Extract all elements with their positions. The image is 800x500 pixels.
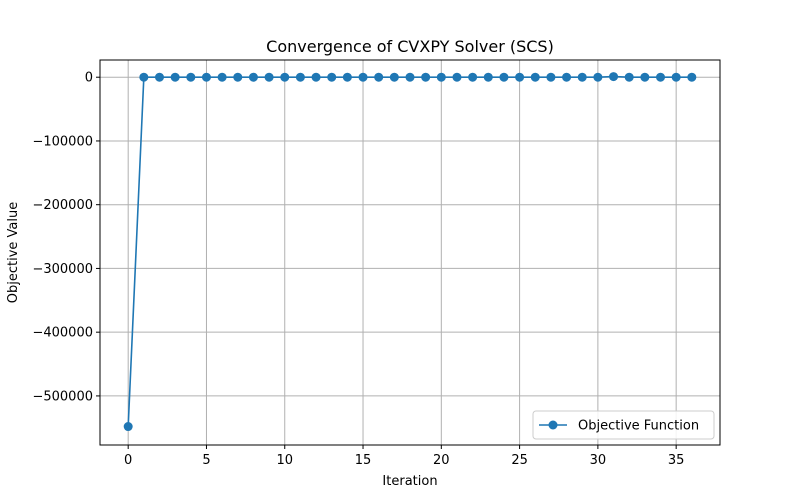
data-point xyxy=(452,72,462,82)
data-point xyxy=(123,422,133,432)
data-point xyxy=(233,72,243,82)
x-tick-label: 10 xyxy=(276,453,293,468)
data-point xyxy=(656,72,666,82)
data-point xyxy=(311,72,321,82)
data-point xyxy=(295,72,305,82)
data-point xyxy=(358,72,368,82)
chart-title: Convergence of CVXPY Solver (SCS) xyxy=(266,37,554,56)
data-point xyxy=(217,72,227,82)
data-point xyxy=(593,72,603,82)
y-tick-label: −100000 xyxy=(32,134,93,149)
x-tick-label: 0 xyxy=(124,453,132,468)
data-point xyxy=(468,72,478,82)
data-point xyxy=(170,72,180,82)
grid-lines xyxy=(100,60,720,445)
x-tick-label: 15 xyxy=(355,453,372,468)
data-point xyxy=(499,72,509,82)
data-point xyxy=(436,72,446,82)
legend-box xyxy=(532,410,715,440)
data-point xyxy=(201,72,211,82)
data-point xyxy=(624,72,634,82)
data-point xyxy=(421,72,431,82)
data-point xyxy=(671,72,681,82)
data-point xyxy=(687,72,697,82)
x-tick-label: 20 xyxy=(433,453,450,468)
y-axis-ticks: 0 −100000 −200000 −300000 −400000 −500000 xyxy=(32,71,100,404)
data-point xyxy=(546,72,556,82)
data-point xyxy=(530,72,540,82)
y-tick-label: −400000 xyxy=(32,326,93,341)
data-point xyxy=(609,72,619,82)
x-axis-ticks: 0 5 10 15 20 25 30 35 xyxy=(124,445,684,468)
data-point xyxy=(389,72,399,82)
data-point xyxy=(640,72,650,82)
y-tick-label: −200000 xyxy=(32,198,93,213)
y-tick-label: −500000 xyxy=(32,389,93,404)
legend-marker xyxy=(548,420,558,430)
x-tick-label: 35 xyxy=(668,453,685,468)
series-line xyxy=(127,75,692,427)
data-point xyxy=(280,72,290,82)
data-point xyxy=(374,72,384,82)
data-point xyxy=(577,72,587,82)
data-point xyxy=(248,72,258,82)
y-tick-label: −300000 xyxy=(32,262,93,277)
x-axis-title: Iteration xyxy=(382,474,437,489)
series-layer xyxy=(123,72,697,432)
legend: Objective Function xyxy=(532,410,715,440)
data-point xyxy=(562,72,572,82)
data-point xyxy=(515,72,525,82)
data-point xyxy=(186,72,196,82)
y-tick-label: 0 xyxy=(85,71,93,86)
data-point xyxy=(342,72,352,82)
y-axis-title: Objective Value xyxy=(6,202,21,303)
data-point xyxy=(327,72,337,82)
data-point xyxy=(154,72,164,82)
data-point xyxy=(483,72,493,82)
data-point xyxy=(139,72,149,82)
x-tick-label: 25 xyxy=(511,453,528,468)
plot-frame xyxy=(99,59,721,446)
x-tick-label: 30 xyxy=(590,453,607,468)
x-tick-label: 5 xyxy=(202,453,210,468)
legend-label: Objective Function xyxy=(578,419,699,434)
data-point xyxy=(264,72,274,82)
data-point xyxy=(405,72,415,82)
